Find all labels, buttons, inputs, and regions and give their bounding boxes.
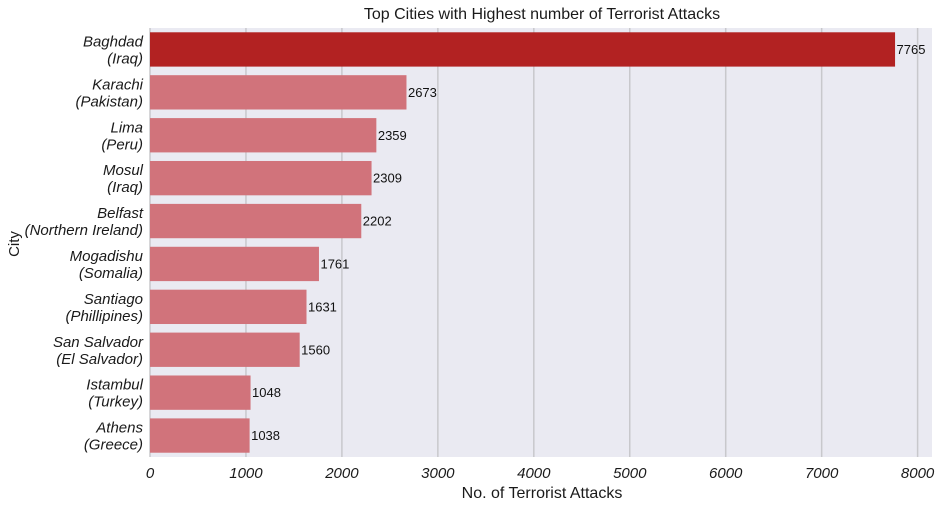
chart-title: Top Cities with Highest number of Terror… xyxy=(364,6,720,23)
bar-value-label: 2202 xyxy=(363,214,392,229)
bar-value-label: 1761 xyxy=(320,256,349,271)
bar xyxy=(150,418,250,453)
y-tick-label-country: (Turkey) xyxy=(88,394,143,411)
x-axis-title: No. of Terrorist Attacks xyxy=(462,485,623,502)
y-tick-label-country: (El Salvador) xyxy=(56,351,143,368)
y-tick-label-country: (Peru) xyxy=(101,136,143,153)
x-tick-label: 0 xyxy=(146,465,155,482)
y-tick-label-city: Athens xyxy=(95,420,143,437)
value-labels: 7765 2673 2359 2309 2202 1761 1631 1560 1048 1038 xyxy=(251,42,925,443)
y-tick-label-city: Istambul xyxy=(86,377,143,394)
y-tick-label-country: (Iraq) xyxy=(107,50,143,67)
bar xyxy=(150,203,362,239)
y-tick-label-country: (Pakistan) xyxy=(75,93,143,110)
bar-value-label: 2359 xyxy=(378,128,407,143)
bar-value-label: 2673 xyxy=(408,85,437,100)
bar xyxy=(150,160,372,196)
y-tick-label-country: (Northern Ireland) xyxy=(25,222,143,239)
y-tick-label-city: Belfast xyxy=(97,205,144,222)
bar-value-label: 1560 xyxy=(301,342,330,357)
bar xyxy=(150,332,300,367)
x-tick-label: 6000 xyxy=(709,465,743,482)
y-tick-label-city: San Salvador xyxy=(53,334,144,351)
y-tick-label-country: (Somalia) xyxy=(79,265,143,282)
y-tick-labels: Baghdad(Iraq)Karachi(Pakistan)Lima(Peru)… xyxy=(25,33,144,453)
bar xyxy=(150,246,319,282)
y-tick-label-city: Karachi xyxy=(92,76,144,93)
x-tick-label: 3000 xyxy=(421,465,455,482)
bar xyxy=(150,289,307,325)
bar-value-label: 1038 xyxy=(251,428,280,443)
bar-value-label: 1631 xyxy=(308,299,337,314)
y-tick-label-city: Santiago xyxy=(84,291,143,308)
bars xyxy=(150,32,896,453)
x-tick-label: 5000 xyxy=(613,465,647,482)
bar xyxy=(150,32,896,67)
y-tick-label-city: Lima xyxy=(110,119,143,136)
bar xyxy=(150,75,407,110)
x-tick-label: 7000 xyxy=(805,465,839,482)
bar-value-label: 2309 xyxy=(373,171,402,186)
x-tick-labels: 0 1000 2000 3000 4000 5000 6000 7000 8000 xyxy=(146,465,935,482)
bar-value-label: 7765 xyxy=(897,42,926,57)
y-tick-label-city: Baghdad xyxy=(83,33,144,50)
bar xyxy=(150,375,251,410)
y-tick-label-country: (Iraq) xyxy=(107,179,143,196)
y-tick-label-country: (Greece) xyxy=(84,437,143,454)
y-tick-label-city: Mogadishu xyxy=(70,248,144,265)
y-tick-label-city: Mosul xyxy=(103,162,144,179)
x-tick-label: 8000 xyxy=(901,465,935,482)
x-tick-label: 2000 xyxy=(324,465,359,482)
x-tick-label: 4000 xyxy=(517,465,551,482)
bar xyxy=(150,118,377,153)
bar-value-label: 1048 xyxy=(252,385,281,400)
x-tick-label: 1000 xyxy=(229,465,263,482)
y-axis-title: City xyxy=(6,231,23,257)
y-tick-label-country: (Phillipines) xyxy=(65,308,143,325)
